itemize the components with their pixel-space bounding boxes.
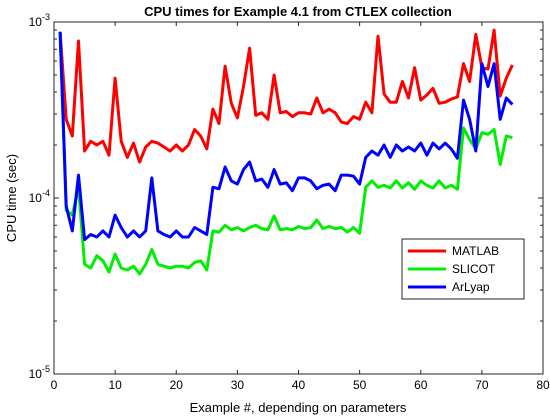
chart-title: CPU times for Example 4.1 from CTLEX col… bbox=[144, 4, 452, 19]
x-tick-label: 80 bbox=[536, 378, 550, 392]
legend-label-matlab: MATLAB bbox=[452, 244, 499, 258]
series-layer bbox=[58, 28, 514, 276]
x-tick-label: 40 bbox=[292, 378, 306, 392]
series-line-matlab bbox=[58, 28, 514, 164]
series-line-slicot bbox=[58, 31, 513, 276]
x-tick-label: 60 bbox=[414, 378, 428, 392]
y-tick-exponent: -5 bbox=[42, 364, 50, 374]
x-axis-label: Example #, depending on parameters bbox=[190, 400, 407, 415]
y-tick-base: 10 bbox=[29, 191, 43, 205]
y-tick-exponent: -3 bbox=[42, 12, 50, 22]
x-tick-label: 30 bbox=[231, 378, 245, 392]
x-tick-label: 0 bbox=[51, 378, 58, 392]
legend-label-slicot: SLICOT bbox=[452, 262, 496, 276]
y-tick-exponent: -4 bbox=[42, 188, 50, 198]
x-tick-label: 20 bbox=[170, 378, 184, 392]
y-tick-base: 10 bbox=[29, 367, 43, 381]
legend: MATLAB SLICOT ArLyap bbox=[401, 238, 525, 300]
x-tick-label: 10 bbox=[108, 378, 122, 392]
y-tick-label: 10-3 bbox=[29, 12, 50, 29]
series-line-arlyap bbox=[58, 31, 514, 242]
y-axis-label: CPU time (sec) bbox=[4, 154, 19, 242]
y-tick-base: 10 bbox=[29, 15, 43, 29]
x-tick-label: 70 bbox=[475, 378, 489, 392]
y-tick-label: 10-5 bbox=[29, 364, 50, 381]
legend-label-arlyap: ArLyap bbox=[452, 280, 490, 294]
y-tick-label: 10-4 bbox=[29, 188, 50, 205]
x-tick-label: 50 bbox=[353, 378, 367, 392]
